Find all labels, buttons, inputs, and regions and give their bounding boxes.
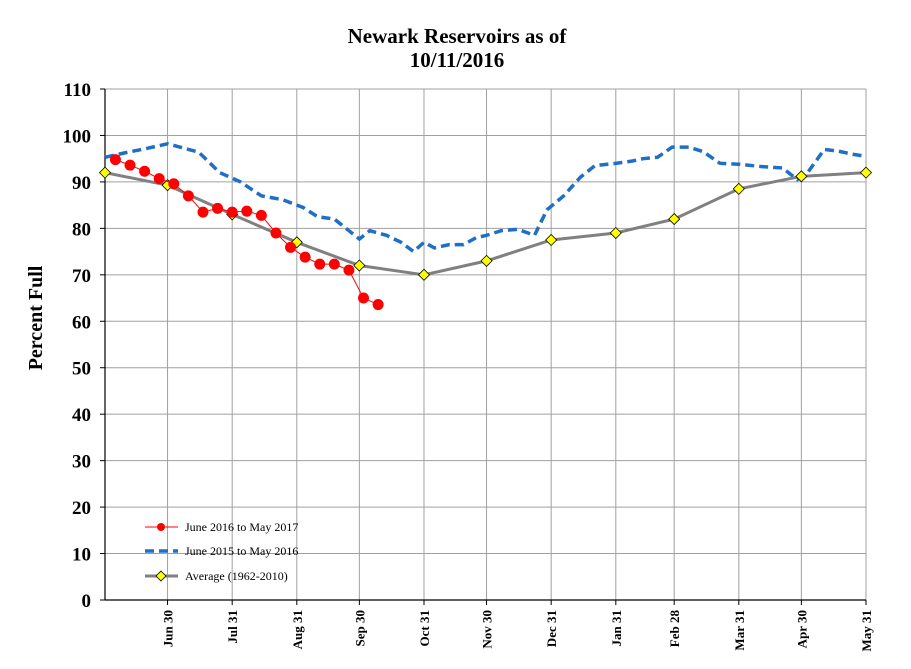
y-tick-label: 40	[72, 405, 91, 426]
data-point-red	[153, 173, 165, 185]
x-tick-label: Oct 31	[417, 610, 432, 646]
data-point-red	[168, 178, 180, 190]
x-tick-label: Dec 31	[544, 610, 559, 647]
data-point-diamond	[480, 254, 493, 267]
data-point-red	[139, 165, 151, 177]
legend: June 2016 to May 2017 June 2015 to May 20…	[145, 520, 298, 583]
x-tick-label: Sep 30	[352, 610, 367, 646]
x-tick-label: Feb 28	[667, 610, 682, 648]
y-tick-label: 50	[72, 359, 91, 380]
data-point-red	[358, 292, 370, 304]
x-tick-label: Jan 31	[609, 610, 624, 646]
series-line-1	[104, 142, 867, 254]
y-tick-label: 80	[72, 219, 91, 240]
y-tick-label: 10	[72, 545, 91, 566]
y-tick-label: 110	[64, 80, 91, 101]
x-tick-label: Nov 30	[480, 610, 495, 649]
y-tick-labels: 0 10 20 30 40 50 60 70 80 90 100 110	[63, 80, 92, 612]
data-point-diamond	[609, 226, 622, 240]
x-tick-labels: Jun 30 Jul 31 Aug 31 Sep 30 Oct 31 Nov 30 Dec …	[161, 610, 874, 652]
y-tick-label: 100	[63, 126, 92, 147]
data-point-diamond	[98, 166, 112, 179]
data-point-red	[372, 299, 384, 311]
data-point-red	[226, 206, 238, 218]
data-point-diamond	[732, 182, 745, 195]
x-tick-label: May 31	[859, 610, 874, 652]
chart-title-line-1: Newark Reservoirs as of	[348, 24, 568, 48]
x-tick-label: Aug 31	[290, 610, 305, 649]
data-point-diamond	[859, 166, 873, 179]
data-point-diamond	[795, 170, 808, 183]
legend-marker-0	[157, 523, 165, 531]
data-point-red	[124, 159, 136, 171]
y-tick-label: 70	[72, 266, 91, 287]
data-point-red	[197, 206, 209, 218]
y-axis-label: Percent Full	[25, 265, 47, 370]
data-point-red	[328, 258, 340, 270]
x-tick-label: Mar 31	[732, 610, 747, 651]
data-point-red	[212, 202, 224, 214]
data-point-red	[255, 209, 267, 221]
data-point-diamond	[417, 268, 431, 281]
data-point-red	[241, 205, 253, 217]
x-tick-label: Jul 31	[225, 610, 240, 644]
y-tick-label: 0	[82, 591, 92, 612]
x-tick-label: Jun 30	[161, 610, 176, 647]
y-tick-label: 60	[72, 312, 91, 333]
data-point-red	[285, 241, 297, 253]
y-tick-label: 20	[72, 498, 91, 519]
legend-label-1: June 2015 to May 2016	[185, 544, 298, 558]
grid-lines	[105, 88, 867, 600]
data-point-diamond	[545, 233, 558, 247]
data-point-red	[314, 258, 326, 270]
data-point-red	[343, 264, 355, 276]
data-point-diamond	[353, 259, 366, 272]
chart-title-line-2: 10/11/2016	[410, 48, 505, 72]
legend-label-2: Average (1962-2010)	[185, 569, 288, 583]
legend-marker-2	[155, 570, 167, 582]
y-tick-label: 30	[72, 452, 91, 473]
legend-label-0: June 2016 to May 2017	[185, 520, 298, 534]
data-point-diamond	[668, 213, 681, 226]
data-point-red	[109, 154, 121, 166]
y-tick-label: 90	[72, 173, 91, 194]
data-point-red	[182, 190, 194, 202]
data-point-red	[270, 227, 282, 239]
x-tick-label: Apr 30	[794, 610, 809, 648]
data-point-red	[299, 251, 311, 263]
series-group	[98, 142, 873, 311]
